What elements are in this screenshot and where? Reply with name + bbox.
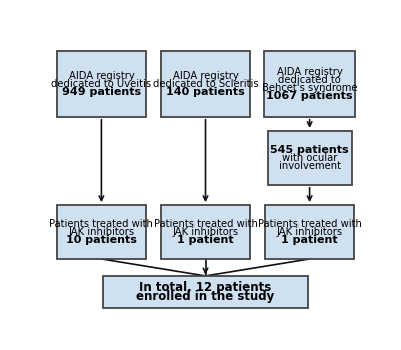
Text: 1067 patients: 1067 patients (266, 91, 353, 101)
Text: 949 patients: 949 patients (62, 87, 141, 97)
FancyBboxPatch shape (268, 131, 352, 185)
Text: JAK inhibitors: JAK inhibitors (277, 227, 343, 237)
Text: 10 patients: 10 patients (66, 235, 137, 245)
Text: dedicated to Scleritis: dedicated to Scleritis (153, 79, 258, 89)
Text: dedicated to: dedicated to (278, 75, 341, 85)
FancyBboxPatch shape (264, 51, 355, 117)
FancyBboxPatch shape (57, 51, 146, 117)
Text: with ocular: with ocular (282, 153, 337, 163)
Text: AIDA registry: AIDA registry (69, 71, 134, 81)
FancyBboxPatch shape (161, 51, 250, 117)
Text: dedicated to Uveitis: dedicated to Uveitis (51, 79, 152, 89)
Text: 545 patients: 545 patients (270, 145, 349, 155)
FancyBboxPatch shape (265, 205, 354, 259)
Text: Patients treated with: Patients treated with (154, 219, 257, 229)
Text: enrolled in the study: enrolled in the study (136, 290, 275, 303)
Text: JAK inhibitors: JAK inhibitors (172, 227, 239, 237)
Text: JAK inhibitors: JAK inhibitors (68, 227, 134, 237)
Text: involvement: involvement (279, 161, 340, 171)
Text: AIDA registry: AIDA registry (277, 66, 342, 77)
FancyBboxPatch shape (57, 205, 146, 259)
FancyBboxPatch shape (103, 276, 308, 308)
Text: 140 patients: 140 patients (166, 87, 245, 97)
Text: AIDA registry: AIDA registry (173, 71, 238, 81)
Text: Patients treated with: Patients treated with (258, 219, 362, 229)
FancyBboxPatch shape (161, 205, 250, 259)
Text: 1 patient: 1 patient (282, 235, 338, 245)
Text: Behçet's syndrome: Behçet's syndrome (262, 83, 357, 93)
Text: 1 patient: 1 patient (177, 235, 234, 245)
Text: Patients treated with: Patients treated with (49, 219, 153, 229)
Text: In total, 12 patients: In total, 12 patients (140, 281, 271, 294)
